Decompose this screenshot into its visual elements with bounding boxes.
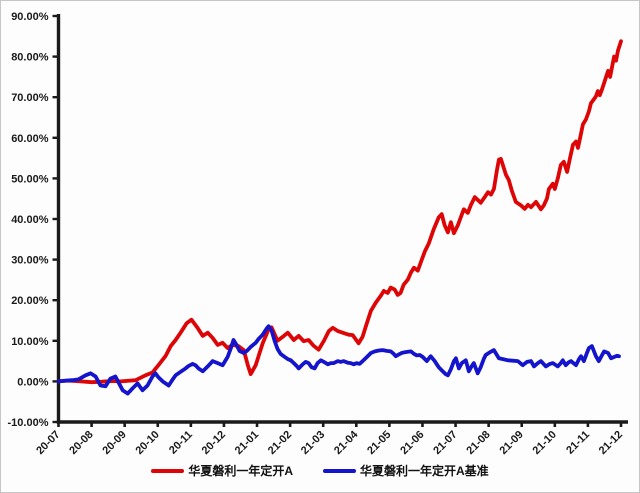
y-axis-label: 80.00% [11,52,49,64]
x-axis-label: 20-09 [100,429,128,457]
y-axis-label: 50.00% [11,173,49,185]
x-axis-label: 21-04 [332,428,361,457]
legend-item-fund: 华夏磐利一年定开A [151,462,293,479]
red-line-swatch [151,468,185,473]
y-axis-label: 40.00% [11,214,49,226]
x-axis-label: 21-12 [597,429,625,457]
legend-item-benchmark: 华夏磐利一年定开A基准 [323,462,489,479]
blue-line-swatch [323,468,356,473]
y-axis-label: 60.00% [11,133,49,145]
x-axis-label: 21-08 [464,429,492,457]
x-axis-label: 21-10 [531,429,559,457]
x-axis-label: 20-11 [167,429,195,457]
x-axis-label: 21-03 [299,429,327,457]
y-axis-label: 70.00% [11,92,49,104]
y-axis-label: 20.00% [11,295,49,307]
y-axis-label: 0.00% [17,376,48,388]
legend-label-benchmark: 华夏磐利一年定开A基准 [360,464,489,478]
x-axis-label: 21-02 [266,429,294,457]
chart-legend: 华夏磐利一年定开A 华夏磐利一年定开A基准 [1,462,639,479]
x-axis-label: 21-05 [365,429,393,457]
y-axis-label: 30.00% [11,255,49,267]
x-axis-label: 21-06 [398,429,426,457]
series-line-fund [56,39,623,385]
x-axis-label: 21-11 [564,429,592,457]
x-axis-label: 20-10 [134,429,162,457]
x-axis-label: 20-12 [200,429,228,457]
y-axis-label: 10.00% [11,336,49,348]
legend-label-fund: 华夏磐利一年定开A [188,464,293,478]
x-axis-label: 21-09 [497,429,525,457]
x-axis-label: 20-07 [34,429,62,457]
series-line-benchmark [56,324,621,396]
x-axis-label: 20-08 [67,429,95,457]
y-axis-label: -10.00% [8,417,49,429]
y-axis-label: 90.00% [11,11,49,23]
x-axis-label: 21-01 [233,429,261,457]
x-axis-label: 21-07 [431,429,459,457]
